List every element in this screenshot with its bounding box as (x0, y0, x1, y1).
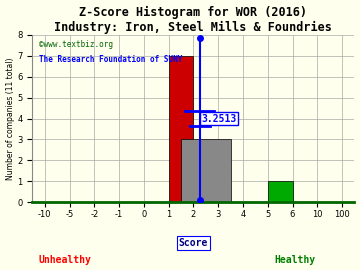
Bar (268, 181, 293, 202)
Text: Unhealthy: Unhealthy (39, 255, 91, 265)
Title: Z-Score Histogram for WOR (2016)
Industry: Iron, Steel Mills & Foundries: Z-Score Histogram for WOR (2016) Industr… (54, 6, 332, 34)
Bar (169, 56, 193, 202)
Text: ©www.textbiz.org: ©www.textbiz.org (39, 40, 113, 49)
Bar (181, 139, 231, 202)
Text: Healthy: Healthy (275, 255, 316, 265)
Y-axis label: Number of companies (11 total): Number of companies (11 total) (5, 57, 14, 180)
X-axis label: Score: Score (179, 238, 208, 248)
Text: 3.2513: 3.2513 (202, 114, 237, 124)
Text: The Research Foundation of SUNY: The Research Foundation of SUNY (39, 55, 182, 64)
